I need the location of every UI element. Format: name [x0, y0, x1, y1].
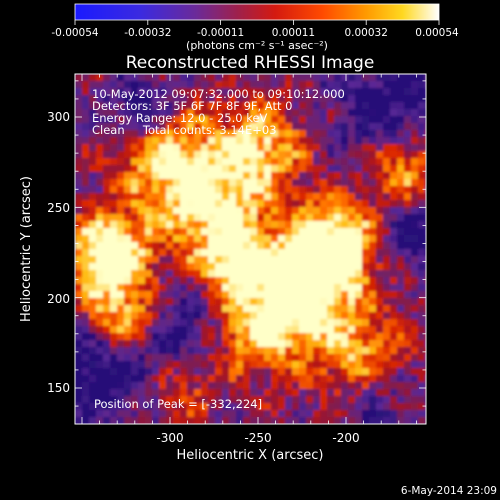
plot-frame [74, 73, 427, 425]
x-tick-label-0: -300 [156, 431, 183, 445]
solar-image [75, 74, 426, 424]
colorbar: -0.00054 -0.00032 -0.00011 0.00011 0.000… [51, 3, 459, 52]
axis-tick-marks [75, 74, 426, 424]
y-axis-label: Heliocentric Y (arcsec) [19, 176, 34, 322]
info-clean-counts: Clean Total counts: 3.14E+03 [92, 123, 277, 137]
info-time-range: 10-May-2012 09:07:32.000 to 09:10:12.000 [92, 87, 345, 101]
colorbar-tick-3: 0.00011 [272, 27, 315, 39]
colorbar-tick-2: -0.00011 [197, 27, 244, 39]
colorbar-gradient [74, 3, 440, 21]
x-tick-label-2: -200 [332, 431, 359, 445]
y-tick-label-3: 300 [47, 110, 70, 124]
info-detectors: Detectors: 3F 5F 6F 7F 8F 9F, Att 0 [92, 99, 292, 113]
info-overlay: 10-May-2012 09:07:32.000 to 09:10:12.000… [92, 87, 345, 411]
colorbar-unit: (photons cm⁻² s⁻¹ asec⁻²) [186, 39, 328, 52]
colorbar-tick-5: 0.00054 [415, 27, 459, 39]
colorbar-tick-0: -0.00054 [51, 27, 99, 39]
x-axis-label: Heliocentric X (arcsec) [177, 448, 324, 463]
x-tick-label-1: -250 [244, 431, 271, 445]
plot-title: Reconstructed RHESSI Image [126, 53, 375, 73]
y-tick-label-2: 250 [47, 201, 70, 215]
colorbar-tick-4: 0.00032 [344, 27, 387, 39]
footer-timestamp: 6-May-2014 23:09 [401, 485, 497, 497]
info-peak-position: Position of Peak = [-332,224] [94, 397, 262, 411]
info-energy-range: Energy Range: 12.0 - 25.0 keV [92, 111, 268, 125]
y-tick-label-1: 200 [47, 292, 70, 306]
colorbar-tick-1: -0.00032 [124, 27, 171, 39]
colorbar-ticks [74, 20, 440, 25]
y-tick-label-0: 150 [47, 381, 70, 395]
